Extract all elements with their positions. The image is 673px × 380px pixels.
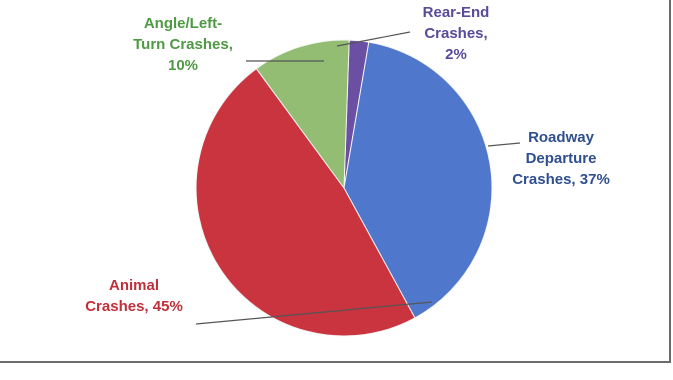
data-label-line: Roadway xyxy=(528,129,594,146)
leader-line-roadway xyxy=(487,142,521,147)
data-label-roadway: Roadway Departure Crashes, 37% xyxy=(490,127,632,190)
data-label-line: Crashes, xyxy=(424,25,488,42)
leader-line-rear-end xyxy=(336,31,411,47)
data-label-rear-end: Rear-End Crashes, 2% xyxy=(392,2,520,65)
data-label-line: Crashes, 45% xyxy=(85,298,183,315)
data-label-line: Animal xyxy=(108,277,159,294)
data-label-line: Crashes, 37% xyxy=(512,171,610,188)
data-label-line: Angle/Left- xyxy=(143,15,223,32)
data-label-line: 2% xyxy=(445,46,467,63)
pie-slice-animal xyxy=(195,68,416,337)
chart-frame xyxy=(0,0,671,363)
data-label-angle-left: Angle/Left- Turn Crashes, 10% xyxy=(108,13,258,76)
data-label-line: Departure xyxy=(525,150,597,167)
data-label-animal: Animal Crashes, 45% xyxy=(72,275,196,317)
leader-line-animal xyxy=(195,301,433,325)
pie-slice-angle-left xyxy=(255,39,350,190)
data-label-line: Rear-End xyxy=(422,4,490,21)
pie-slice-roadway xyxy=(343,41,493,319)
data-label-line: Turn Crashes, xyxy=(133,36,233,53)
data-label-line: 10% xyxy=(167,57,199,74)
